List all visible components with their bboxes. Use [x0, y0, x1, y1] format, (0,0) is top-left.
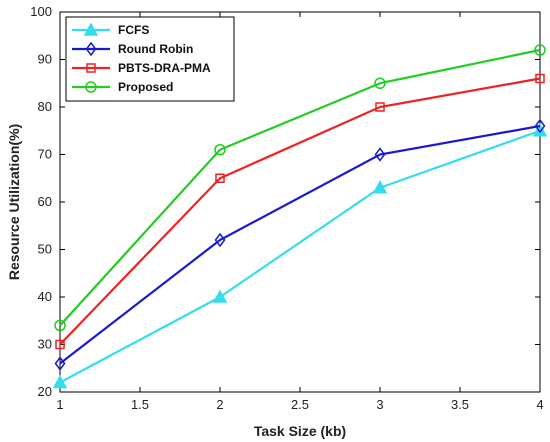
series-line: [59, 124, 541, 365]
x-tick-label: 2.5: [291, 397, 309, 412]
series-square: [55, 73, 545, 350]
y-axis: 20 30 40 50 60 70 80 90 100: [30, 4, 540, 399]
data-point: [532, 123, 548, 137]
x-tick-label: 1.5: [131, 397, 149, 412]
y-tick-label: 20: [38, 384, 52, 399]
data-point: [534, 118, 546, 134]
x-tick-label: 3.5: [451, 397, 469, 412]
x-tick-label: 1: [56, 397, 63, 412]
legend-label: Proposed: [118, 80, 173, 94]
y-tick-label: 100: [30, 4, 52, 19]
x-tick-label: 4: [536, 397, 543, 412]
data-point: [52, 374, 68, 389]
legend-item: Round Robin: [72, 41, 193, 57]
data-point: [55, 339, 65, 350]
data-point: [372, 180, 388, 194]
legend-label: PBTS-DRA-PMA: [118, 61, 211, 75]
legend-marker: [86, 63, 96, 73]
legend-marker: [85, 41, 97, 57]
data-point: [534, 44, 546, 56]
legend-item: PBTS-DRA-PMA: [72, 61, 211, 75]
data-point: [374, 147, 386, 162]
y-tick-label: 70: [38, 147, 52, 162]
series-line: [59, 77, 541, 346]
y-tick-label: 80: [38, 99, 52, 114]
series-triangle: [52, 123, 548, 389]
x-axis-label: Task Size (kb): [254, 423, 346, 439]
data-point: [374, 77, 386, 89]
data-point: [214, 232, 226, 248]
legend: FCFS Round Robin PBTS-DRA-PMA Proposed: [65, 16, 235, 102]
legend-label: Round Robin: [118, 42, 193, 56]
y-tick-label: 50: [38, 242, 52, 257]
data-point: [214, 144, 226, 156]
legend-item: Proposed: [72, 80, 173, 94]
x-axis: 1 1.5 2 2.5 3 3.5 4: [56, 12, 544, 412]
y-tick-label: 30: [38, 337, 52, 352]
y-tick-label: 60: [38, 194, 52, 209]
data-point: [54, 319, 66, 332]
data-point: [212, 289, 228, 303]
x-tick-label: 3: [376, 397, 383, 412]
series-circle: [54, 44, 546, 332]
legend-item: FCFS: [72, 22, 149, 37]
legend-label: FCFS: [118, 23, 149, 37]
data-point: [535, 73, 545, 84]
y-axis-label: Resource Utilization(%): [6, 124, 22, 280]
series-line: [59, 129, 541, 384]
y-tick-label: 40: [38, 289, 52, 304]
y-tick-label: 90: [38, 52, 52, 67]
series-diamond: [54, 118, 546, 371]
legend-marker: [85, 81, 97, 93]
data-point: [215, 173, 225, 183]
series-line: [59, 48, 541, 327]
legend-marker: [83, 22, 99, 36]
series-layer: [52, 44, 548, 389]
data-point: [54, 356, 66, 371]
data-point: [375, 102, 385, 112]
x-tick-label: 2: [216, 397, 223, 412]
